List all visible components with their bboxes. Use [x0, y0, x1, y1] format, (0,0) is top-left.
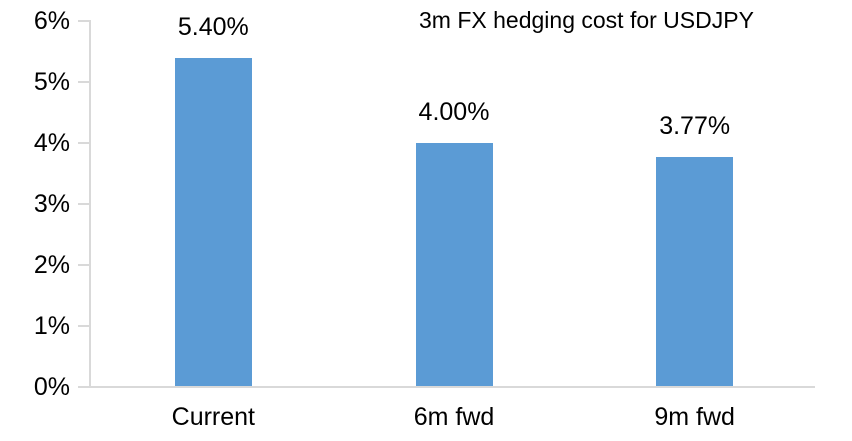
y-axis-tick-label: 1%	[33, 311, 70, 340]
bar-data-label: 4.00%	[418, 97, 490, 126]
y-axis-tick-label: 2%	[33, 250, 70, 279]
x-axis-category-label: 9m fwd	[654, 403, 735, 431]
bar-6m-fwd	[415, 142, 493, 387]
y-axis-tick	[78, 80, 90, 83]
y-axis-tick-label: 0%	[33, 372, 70, 401]
y-axis-tick	[78, 141, 90, 144]
y-axis-tick	[78, 324, 90, 327]
y-axis-tick	[78, 385, 90, 388]
chart-title: 3m FX hedging cost for USDJPY	[419, 7, 754, 33]
y-axis-tick	[78, 20, 90, 22]
y-axis-tick-label: 5%	[33, 67, 70, 96]
y-axis-tick-label: 6%	[33, 7, 70, 35]
y-axis-tick	[78, 202, 90, 205]
y-axis-line	[89, 20, 91, 388]
y-axis-tick	[78, 263, 90, 266]
bar-data-label: 5.40%	[177, 12, 249, 41]
bar-current	[174, 57, 252, 387]
bar-data-label: 3.77%	[659, 111, 731, 140]
x-axis-line	[89, 385, 815, 388]
x-axis-category-label: Current	[171, 403, 256, 431]
x-axis-category-label: 6m fwd	[413, 403, 495, 431]
bar-9m-fwd	[656, 156, 734, 387]
y-axis-tick-label: 3%	[33, 189, 70, 218]
y-axis-tick-label: 4%	[33, 128, 70, 157]
